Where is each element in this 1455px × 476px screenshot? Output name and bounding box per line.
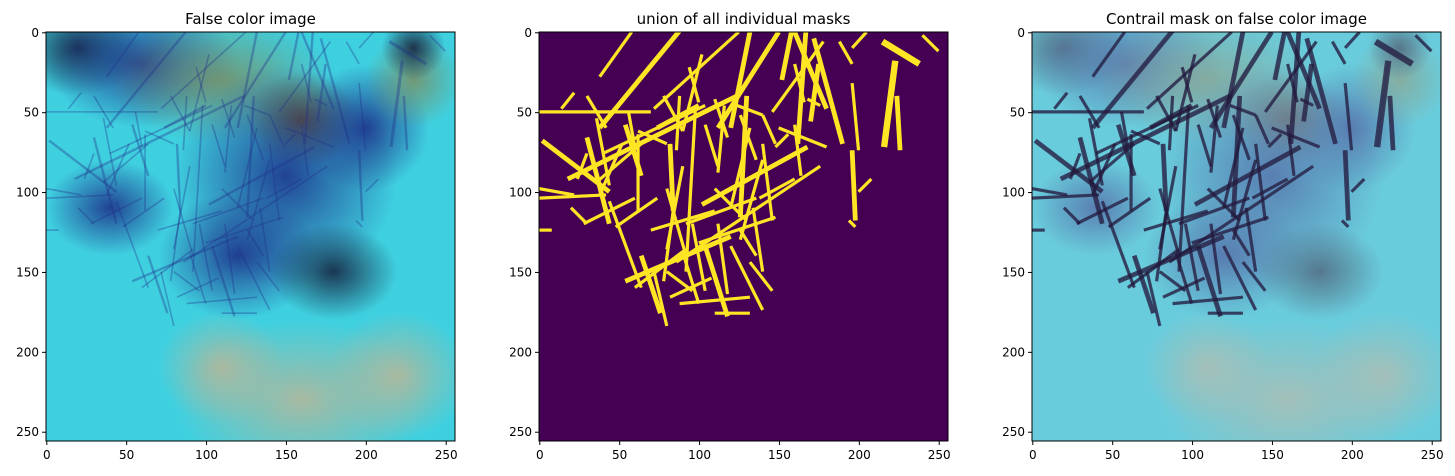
y-tick-label: 100 <box>16 186 39 200</box>
y-tick-label: 150 <box>16 265 39 279</box>
x-tick-label: 150 <box>1261 448 1284 462</box>
x-tick-label: 100 <box>1181 448 1204 462</box>
x-tick-label: 250 <box>928 448 951 462</box>
y-tick-label: 50 <box>1010 106 1025 120</box>
x-tick-label: 50 <box>612 448 627 462</box>
x-tick-label: 150 <box>275 448 298 462</box>
panel-title: Contrail mask on false color image <box>1106 10 1367 28</box>
y-tick-label: 250 <box>1002 425 1025 439</box>
mask-overlay-image <box>1032 32 1441 441</box>
panel-title: union of all individual masks <box>637 10 851 28</box>
binary-mask-image <box>539 32 948 441</box>
y-tick-label: 100 <box>509 186 532 200</box>
y-tick-label: 50 <box>517 106 532 120</box>
y-tick-label: 150 <box>509 265 532 279</box>
x-tick-label: 0 <box>1029 448 1037 462</box>
x-tick-label: 200 <box>355 448 378 462</box>
x-tick-label: 100 <box>688 448 711 462</box>
x-tick-label: 50 <box>119 448 134 462</box>
x-tick-label: 200 <box>1341 448 1364 462</box>
x-tick-label: 250 <box>435 448 458 462</box>
false-color-panel: False color image 0 50 100 150 200 250 0 50 100 15… <box>16 10 458 462</box>
y-tick-label: 200 <box>16 345 39 359</box>
x-tick-label: 250 <box>1421 448 1444 462</box>
y-tick-label: 200 <box>509 345 532 359</box>
y-tick-label: 250 <box>16 425 39 439</box>
overlay-panel: Contrail mask on false color image 0 50 100… <box>1002 10 1444 462</box>
y-tick-label: 0 <box>524 26 532 40</box>
x-tick-label: 0 <box>43 448 51 462</box>
axes-frame <box>538 31 949 442</box>
y-tick-label: 250 <box>509 425 532 439</box>
panel-title: False color image <box>185 10 316 28</box>
x-tick-label: 50 <box>1105 448 1120 462</box>
mask-panel: union of all individual masks 0 50 100 150 20… <box>509 10 951 462</box>
y-tick-label: 100 <box>1002 186 1025 200</box>
x-tick-label: 100 <box>195 448 218 462</box>
y-tick-label: 50 <box>24 106 39 120</box>
axes-frame <box>45 31 456 442</box>
x-tick-label: 150 <box>768 448 791 462</box>
x-tick-label: 0 <box>536 448 544 462</box>
y-tick-label: 0 <box>1017 26 1025 40</box>
false-color-satellite-image <box>46 32 455 441</box>
y-tick-label: 150 <box>1002 265 1025 279</box>
y-tick-label: 200 <box>1002 345 1025 359</box>
x-tick-label: 200 <box>848 448 871 462</box>
axes-frame <box>1031 31 1442 442</box>
y-tick-label: 0 <box>31 26 39 40</box>
